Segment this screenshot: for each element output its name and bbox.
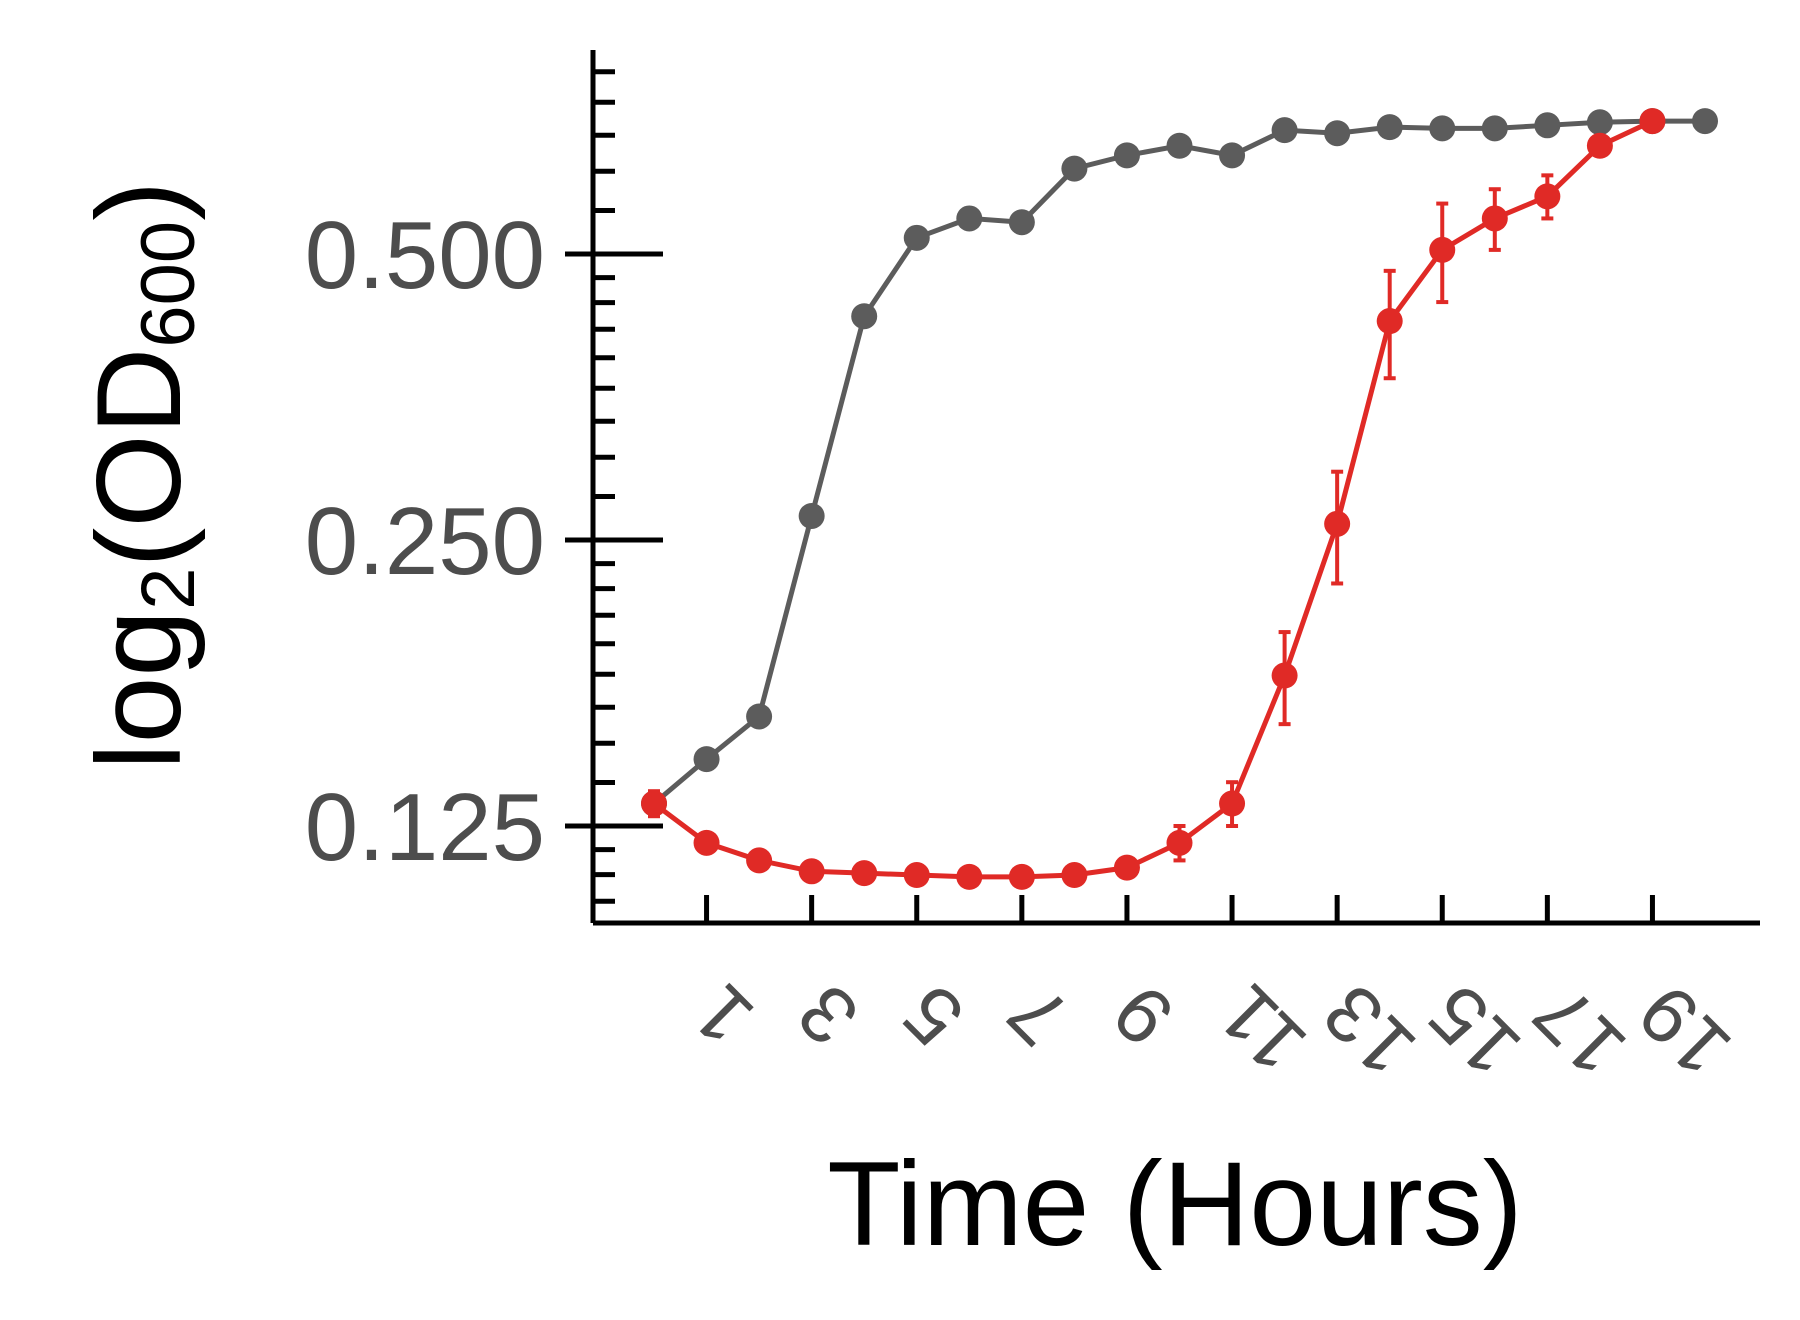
data-point [903,862,930,889]
data-point [1166,829,1193,856]
x-axis-title: Time (Hours) [827,1137,1523,1271]
x-tick-label: 7 [991,968,1085,1062]
data-point [1586,132,1613,159]
y-tick-label: 0.250 [305,488,545,595]
data-point [903,224,930,251]
svg-text:log2(OD600): log2(OD600) [72,181,211,770]
data-point [746,847,773,874]
y-axis-title: log2(OD600) [72,181,211,770]
data-point [1113,854,1140,881]
x-tick-label: 5 [886,968,980,1062]
data-point [1008,863,1035,890]
data-point [1639,108,1666,135]
data-point [798,858,825,885]
data-point [1061,155,1088,182]
data-point [1324,120,1351,147]
data-point [1481,115,1508,142]
data-point [693,829,720,856]
data-point [956,205,983,232]
data-point [1219,142,1246,169]
data-point [1219,790,1246,817]
data-point [956,863,983,890]
y-tick-label: 0.500 [305,202,545,309]
data-point [1113,142,1140,169]
data-point [1429,115,1456,142]
data-point [1481,205,1508,232]
data-point [1166,132,1193,159]
y-axis-title-open: (OD [72,348,206,568]
y-axis-title-prefix-subscript: 2 [126,568,211,610]
y-axis-title-prefix: log [72,610,206,770]
data-point [1534,183,1561,210]
data-point [1376,114,1403,141]
series-0 [641,108,1718,817]
data-point [1061,862,1088,889]
data-point [798,502,825,529]
data-point [1271,117,1298,144]
x-tick-label: 11 [1201,968,1323,1090]
data-point [693,746,720,773]
data-point [1429,236,1456,263]
y-tick-label: 0.125 [305,774,545,881]
data-point [1376,308,1403,335]
data-point [1008,209,1035,236]
data-point [746,703,773,730]
data-point [1534,112,1561,139]
x-tick-label: 3 [781,968,875,1062]
data-point [1586,109,1613,136]
x-tick-label: 1 [676,968,770,1062]
data-point [851,860,878,887]
data-point [1324,510,1351,537]
x-tick-label: 9 [1096,968,1190,1062]
series-1 [641,108,1666,890]
data-point [851,303,878,330]
x-tick-label: 19 [1622,968,1748,1094]
data-point [1271,662,1298,689]
data-point [1692,108,1718,135]
series-line [652,118,1654,880]
series-line [652,118,1705,806]
data-point [641,790,667,817]
y-axis-title-close: ) [72,181,206,221]
data-series [641,108,1718,890]
y-axis-title-subscript: 600 [126,221,211,348]
